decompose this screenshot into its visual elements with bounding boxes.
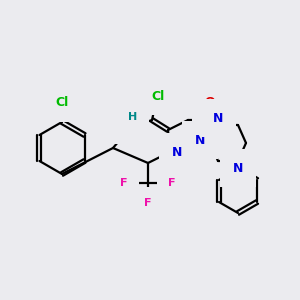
Text: F: F [120,178,128,188]
Text: O: O [205,95,215,109]
Text: N: N [213,112,223,124]
Text: Cl: Cl [152,89,165,103]
Text: N: N [120,118,130,131]
Text: N: N [233,161,243,175]
Text: N: N [195,134,205,146]
Text: F: F [168,178,176,188]
Text: F: F [144,198,152,208]
Text: Cl: Cl [56,97,69,110]
Text: N: N [172,146,182,158]
Text: H: H [128,112,138,122]
